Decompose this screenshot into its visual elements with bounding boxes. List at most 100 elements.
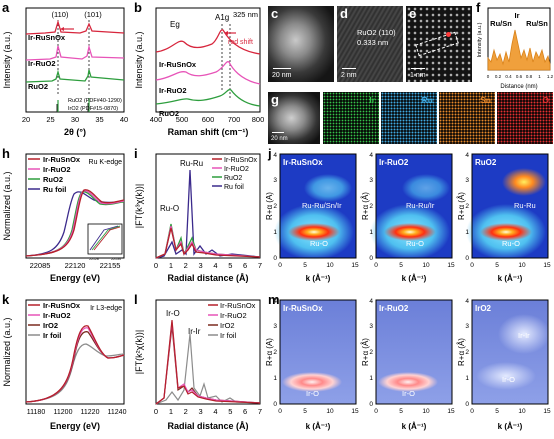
hrtem-plane: RuO2 (110) xyxy=(357,28,396,37)
ir-xanes-chart: Normalized (a.u.) Energy (eV) 11180 1120… xyxy=(2,299,127,431)
raman-chart: Intensity (a.u.) Raman shift (cm⁻¹) 400 … xyxy=(134,7,264,137)
ir-exafs-annot-ir-o: Ir-O xyxy=(166,309,180,318)
wt-j2-ytick-3: 3 xyxy=(369,177,373,184)
xrd-peak-101: (101) xyxy=(84,10,102,19)
wt-m1-xtick-0: 0 xyxy=(278,408,282,415)
wt-m2-title: Ir-RuO2 xyxy=(379,304,409,313)
wt-j1-xlabel: k (Å⁻¹) xyxy=(306,274,331,283)
ru-exafs-xtick-4: 4 xyxy=(213,261,217,270)
ru-exafs-legend-2: RuO2 xyxy=(224,175,242,182)
profile-label-rusn-left: Ru/Sn xyxy=(490,19,512,28)
wt-m3-ytick-0: 0 xyxy=(465,401,469,408)
ru-exafs-legend-0: Ir-RuSnOx xyxy=(224,157,258,164)
ru-xanes-chart: Normalized (a.u.) Energy (eV) 22085 2212… xyxy=(2,153,125,283)
ru-xanes-inset-tick-1: 22134 xyxy=(111,257,121,261)
panel-j-ru-wavelet: j Ir-RuSnOx Ru-Ru/Sn/Ir Ru-O Ir-RuO2 R xyxy=(265,146,554,286)
wt-m1-ytick-1: 1 xyxy=(273,375,277,382)
wt-m3-ir-o-hotspot xyxy=(476,362,536,390)
wt-m2-ytick-3: 3 xyxy=(369,323,373,330)
xrd-ylabel: Intensity (a.u.) xyxy=(2,31,12,88)
profile-xtick-1: 0.2 xyxy=(495,74,502,79)
profile-intensity-area xyxy=(487,29,551,71)
ru-exafs-xlabel: Radial distance (Å) xyxy=(167,273,248,283)
ru-xanes-legend-1: Ir-RuO2 xyxy=(43,165,71,174)
wt-j3-frame xyxy=(471,153,549,259)
wt-m3-xtick-0: 0 xyxy=(470,408,474,415)
profile-xtick-6: 1.2 xyxy=(547,74,554,79)
ru-exafs-series-ir-rusnox xyxy=(155,227,261,259)
wt-m3-ytick-1: 1 xyxy=(465,375,469,382)
wt-m1-frame xyxy=(279,299,357,405)
wt-j1-ytick-4: 4 xyxy=(273,152,277,159)
wt-m2-xtick-1: 5 xyxy=(399,408,403,415)
wt-j3-ru-o-hotspot xyxy=(480,223,532,241)
xrd-shift-arrowhead xyxy=(60,27,64,31)
xrd-xtick-1: 25 xyxy=(46,115,54,124)
wt-m1-ylabel: R+α (Å) xyxy=(266,338,274,366)
wt-j1-ytick-3: 3 xyxy=(273,177,277,184)
ru-exafs-chart: |FT(k³χ(k))| Radial distance (Å) 0 1 2 3… xyxy=(134,153,262,283)
panel-f-line-profile: f Intensity (a.u.) Distance (nm) 0 0.2 0… xyxy=(474,0,554,92)
xrd-xtick-4: 40 xyxy=(120,115,128,124)
xrd-ref-ruo2: RuO2 (PDF#40-1290) xyxy=(68,98,122,104)
raman-band-a1g: A1g xyxy=(215,13,229,22)
raman-series-ir-rusnox xyxy=(155,29,261,55)
wt-m3-ytick-2: 2 xyxy=(465,349,469,356)
hrtem-spacing: 0.333 nm xyxy=(357,38,389,47)
xrd-ref-iro2: IrO2 (PDF#15-0870) xyxy=(68,106,118,112)
wt-j3-ytick-4: 4 xyxy=(465,152,469,159)
xrd-label-ir-ruo2: Ir-RuO2 xyxy=(28,59,56,68)
wt-j3-xtick-3: 15 xyxy=(543,262,551,269)
profile-xtick-3: 0.6 xyxy=(516,74,523,79)
wt-m3-xtick-2: 10 xyxy=(518,408,526,415)
profile-ylabel: Intensity (a.u.) xyxy=(477,22,483,57)
panel-d-hrtem: d RuO2 (110) 0.333 nm 2 nm xyxy=(337,6,403,82)
ir-xanes-frame xyxy=(25,299,125,405)
ir-xanes-series-ir-ruo2 xyxy=(25,327,125,403)
haadf-atom-marker xyxy=(446,32,451,37)
wt-j2-ytick-0: 0 xyxy=(369,255,373,262)
profile-xtick-0: 0 xyxy=(487,74,490,79)
raman-label-ir-ruo2: Ir-RuO2 xyxy=(159,86,187,95)
wt-m3-frame xyxy=(471,299,549,405)
wt-m3-ir-ir-hotspot xyxy=(498,314,550,354)
ir-xanes-ylabel: Normalized (a.u.) xyxy=(2,317,12,386)
wt-j3-ytick-2: 2 xyxy=(465,203,469,210)
ru-xanes-legend-3: Ru foil xyxy=(43,185,66,194)
raman-laser: 325 nm xyxy=(233,10,258,19)
eds-label-o: O xyxy=(542,95,549,105)
wt-j2-ytick-2: 2 xyxy=(369,203,373,210)
wt-j2-xtick-0: 0 xyxy=(374,262,378,269)
wt-m1-ytick-2: 2 xyxy=(273,349,277,356)
panel-label-a: a xyxy=(2,0,10,15)
ir-exafs-xtick-0: 0 xyxy=(154,407,158,416)
ir-exafs-xtick-2: 2 xyxy=(184,407,188,416)
ru-xanes-edge: Ru K-edge xyxy=(89,159,123,166)
wt-m2-xlabel: k (Å⁻¹) xyxy=(402,422,427,431)
eds-map-ir: Ir xyxy=(323,92,379,144)
wt-j2-frame xyxy=(375,153,453,259)
ru-exafs-ylabel: |FT(k³χ(k))| xyxy=(134,184,144,228)
wt-m1-xtick-2: 10 xyxy=(326,408,334,415)
wt-j1-ru-ru-hotspot xyxy=(304,174,352,202)
panel-k-ir-xanes: k Normalized (a.u.) Energy (eV) 11180 11… xyxy=(0,292,130,434)
ru-exafs-frame xyxy=(155,153,261,259)
wt-j3-label-ru-o: Ru-O xyxy=(502,239,520,248)
wt-m3-xtick-1: 5 xyxy=(495,408,499,415)
wt-j2-ytick-4: 4 xyxy=(369,152,373,159)
wt-j3-ytick-1: 1 xyxy=(465,229,469,236)
panel-label-e: e xyxy=(409,6,417,21)
wt-j1-frame xyxy=(279,153,357,259)
raman-xtick-2: 600 xyxy=(202,115,215,124)
ru-wavelet-chart: Ir-RuSnOx Ru-Ru/Sn/Ir Ru-O Ir-RuO2 Ru-Ru… xyxy=(265,152,551,283)
ru-exafs-annot-ru-ru: Ru-Ru xyxy=(180,159,203,168)
wt-m3-title: IrO2 xyxy=(475,304,492,313)
panel-m-ir-wavelet: m Ir-RuSnOx Ir-O Ir-RuO2 Ir-O IrO xyxy=(265,292,554,434)
ru-exafs-xtick-1: 1 xyxy=(169,261,173,270)
eds-map-ru: Ru xyxy=(381,92,437,144)
panel-i-ru-exafs: i |FT(k³χ(k))| Radial distance (Å) 0 1 2… xyxy=(132,146,264,286)
ir-xanes-xtick-3: 11240 xyxy=(108,409,127,416)
wt-m2-ytick-2: 2 xyxy=(369,349,373,356)
ru-xanes-frame xyxy=(25,153,125,259)
ir-xanes-series-iro2 xyxy=(25,331,125,403)
